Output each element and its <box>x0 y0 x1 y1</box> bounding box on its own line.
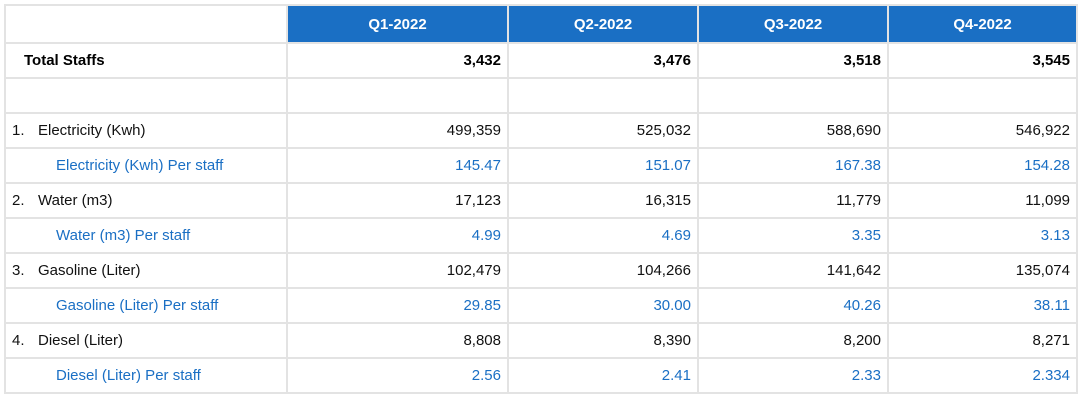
value-cell: 102,479 <box>286 252 509 289</box>
row-label: 4. Diesel (Liter) <box>4 322 288 359</box>
value-cell: 11,779 <box>697 182 889 219</box>
per-staff-value: 38.11 <box>887 287 1078 324</box>
per-staff-value: 3.13 <box>887 217 1078 254</box>
row-label-text: Gasoline (Liter) <box>38 262 141 279</box>
table-header: Q1-2022 Q2-2022 Q3-2022 Q4-2022 <box>4 4 1078 44</box>
per-staff-value: 30.00 <box>507 287 699 324</box>
value-cell: 546,922 <box>887 112 1078 149</box>
value-cell: 16,315 <box>507 182 699 219</box>
spacer-cell <box>887 77 1078 114</box>
row-index: 3. <box>12 262 25 279</box>
value-cell: 8,808 <box>286 322 509 359</box>
per-staff-value: 145.47 <box>286 147 509 184</box>
table-row-electricity: 1. Electricity (Kwh) 499,359 525,032 588,… <box>4 112 1078 149</box>
row-label: 3. Gasoline (Liter) <box>4 252 288 289</box>
value-cell: 525,032 <box>507 112 699 149</box>
table-row-electricity-per-staff: Electricity (Kwh) Per staff 145.47 151.0… <box>4 147 1078 184</box>
per-staff-label: Water (m3) Per staff <box>4 217 288 254</box>
header-corner-cell <box>4 4 288 44</box>
per-staff-label: Diesel (Liter) Per staff <box>4 357 288 394</box>
per-staff-value: 151.07 <box>507 147 699 184</box>
value-cell: 8,271 <box>887 322 1078 359</box>
spacer-row <box>4 77 1078 114</box>
per-staff-value: 4.69 <box>507 217 699 254</box>
row-label: 1. Electricity (Kwh) <box>4 112 288 149</box>
table-row-water-per-staff: Water (m3) Per staff 4.99 4.69 3.35 3.13 <box>4 217 1078 254</box>
header-row: Q1-2022 Q2-2022 Q3-2022 Q4-2022 <box>4 4 1078 44</box>
per-staff-value: 29.85 <box>286 287 509 324</box>
table-row-diesel: 4. Diesel (Liter) 8,808 8,390 8,200 8,271 <box>4 322 1078 359</box>
spacer-cell <box>697 77 889 114</box>
column-header-q4: Q4-2022 <box>887 4 1078 44</box>
per-staff-value: 154.28 <box>887 147 1078 184</box>
per-staff-value: 2.334 <box>887 357 1078 394</box>
total-staffs-q4: 3,545 <box>887 42 1078 79</box>
table-row-diesel-per-staff: Diesel (Liter) Per staff 2.56 2.41 2.33 … <box>4 357 1078 394</box>
value-cell: 17,123 <box>286 182 509 219</box>
value-cell: 11,099 <box>887 182 1078 219</box>
value-cell: 8,200 <box>697 322 889 359</box>
table-row-water: 2. Water (m3) 17,123 16,315 11,779 11,099 <box>4 182 1078 219</box>
row-label: 2. Water (m3) <box>4 182 288 219</box>
total-staffs-q2: 3,476 <box>507 42 699 79</box>
per-staff-value: 2.56 <box>286 357 509 394</box>
value-cell: 499,359 <box>286 112 509 149</box>
row-label-text: Electricity (Kwh) <box>38 122 146 139</box>
table-body: Total Staffs 3,432 3,476 3,518 3,545 1. E… <box>4 42 1078 394</box>
row-index: 1. <box>12 122 25 139</box>
row-label-text: Diesel (Liter) <box>38 332 124 349</box>
column-header-q3: Q3-2022 <box>697 4 889 44</box>
column-header-q2: Q2-2022 <box>507 4 699 44</box>
value-cell: 135,074 <box>887 252 1078 289</box>
total-staffs-q1: 3,432 <box>286 42 509 79</box>
spacer-cell <box>507 77 699 114</box>
per-staff-value: 2.41 <box>507 357 699 394</box>
per-staff-label: Gasoline (Liter) Per staff <box>4 287 288 324</box>
row-index: 2. <box>12 192 25 209</box>
per-staff-value: 40.26 <box>697 287 889 324</box>
table-row-gasoline: 3. Gasoline (Liter) 102,479 104,266 141,6… <box>4 252 1078 289</box>
per-staff-value: 2.33 <box>697 357 889 394</box>
value-cell: 588,690 <box>697 112 889 149</box>
per-staff-value: 4.99 <box>286 217 509 254</box>
total-staffs-q3: 3,518 <box>697 42 889 79</box>
value-cell: 8,390 <box>507 322 699 359</box>
total-staffs-row: Total Staffs 3,432 3,476 3,518 3,545 <box>4 42 1078 79</box>
spacer-cell <box>4 77 288 114</box>
per-staff-value: 3.35 <box>697 217 889 254</box>
row-index: 4. <box>12 332 25 349</box>
per-staff-value: 167.38 <box>697 147 889 184</box>
table-row-gasoline-per-staff: Gasoline (Liter) Per staff 29.85 30.00 4… <box>4 287 1078 324</box>
column-header-q1: Q1-2022 <box>286 4 509 44</box>
resource-usage-table: Q1-2022 Q2-2022 Q3-2022 Q4-2022 Total St… <box>4 4 1078 394</box>
value-cell: 141,642 <box>697 252 889 289</box>
row-label-text: Water (m3) <box>38 192 113 209</box>
per-staff-label: Electricity (Kwh) Per staff <box>4 147 288 184</box>
total-staffs-label: Total Staffs <box>4 42 288 79</box>
spacer-cell <box>286 77 509 114</box>
value-cell: 104,266 <box>507 252 699 289</box>
